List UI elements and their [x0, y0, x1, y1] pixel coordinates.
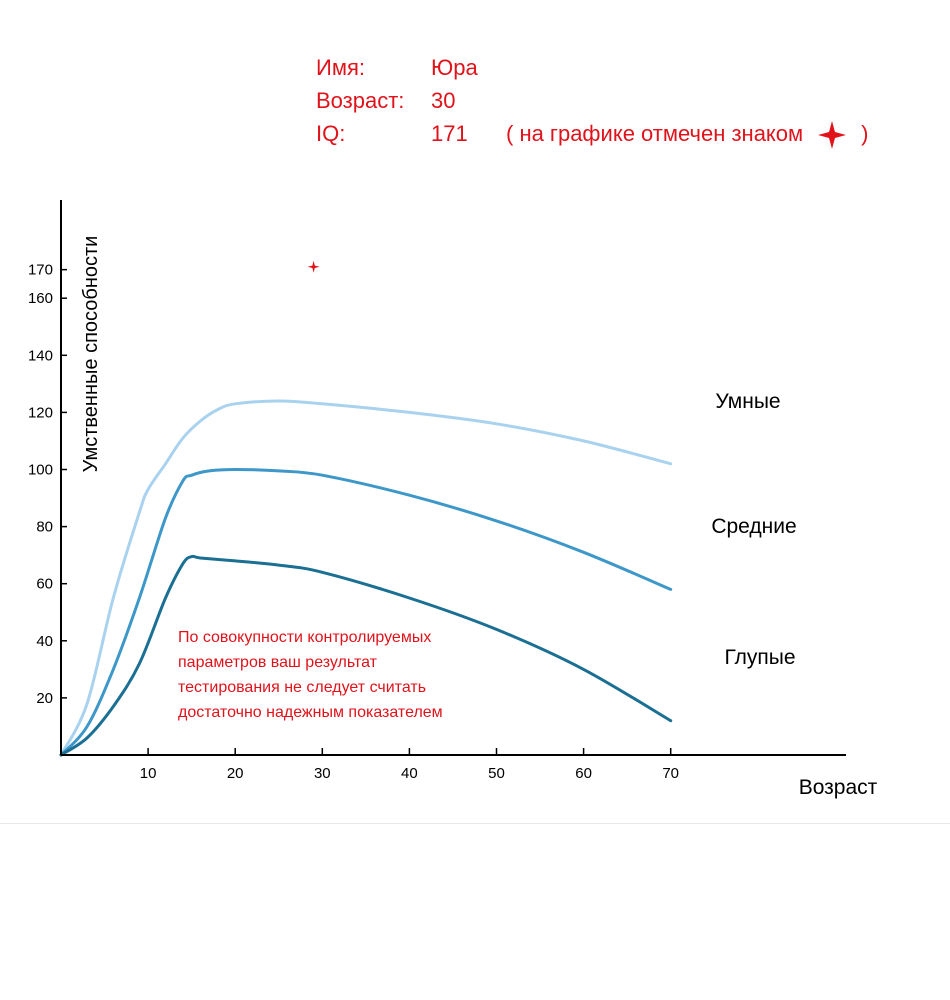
reliability-warning: По совокупности контролируемых параметро…	[178, 629, 443, 721]
y-tick-label: 170	[28, 262, 53, 279]
axes-layer	[60, 200, 846, 756]
iq-value: 171	[431, 121, 468, 146]
y-tick-label: 80	[36, 519, 53, 536]
series-label-smart: Умные	[715, 390, 780, 413]
divider	[0, 823, 950, 824]
x-axis-label: Возраст	[799, 776, 878, 799]
series-label-average: Средние	[711, 515, 796, 538]
warning-line-2: параметров ваш результат	[178, 654, 378, 671]
marker-note: ( на графике отмечен знаком)	[506, 120, 869, 150]
ticks-layer: 10 20 30 40 50 60 70 20 40 60 80 100 120 140 160 170	[28, 262, 679, 782]
star-marker-icon	[818, 121, 847, 149]
y-tick-label: 40	[36, 633, 53, 650]
iq-age-chart: 10 20 30 40 50 60 70 20 40 60 80 100 120 140 160 170 Во…	[28, 200, 878, 799]
y-tick-label: 160	[28, 290, 53, 307]
marker-note-prefix: ( на графике отмечен знаком	[506, 120, 804, 146]
y-tick-label: 100	[28, 462, 53, 479]
iq-marker-star	[307, 260, 320, 273]
y-axis-label: Умственные способности	[80, 236, 102, 473]
x-tick-label: 60	[575, 765, 592, 782]
x-tick-label: 70	[662, 765, 679, 782]
y-tick-label: 60	[36, 576, 53, 593]
series-labels: Умные Средние Глупые	[711, 390, 796, 669]
marker-layer	[307, 260, 320, 273]
name-label: Имя:	[316, 55, 365, 80]
y-tick-label: 120	[28, 404, 53, 421]
y-tick-label: 20	[36, 690, 53, 707]
series-line-dumb	[59, 554, 673, 757]
x-tick-label: 20	[227, 765, 244, 782]
x-tick-label: 50	[488, 765, 505, 782]
age-label: Возраст:	[316, 88, 405, 113]
series-label-dumb: Глупые	[724, 646, 795, 669]
y-tick-label: 140	[28, 347, 53, 364]
warning-line-1: По совокупности контролируемых	[178, 629, 431, 646]
warning-line-4: достаточно надежным показателем	[178, 704, 443, 721]
x-tick-label: 10	[140, 765, 157, 782]
name-value: Юра	[431, 55, 478, 80]
series-line-smart	[59, 399, 673, 757]
series-layer	[59, 399, 673, 757]
x-tick-label: 30	[314, 765, 331, 782]
warning-line-3: тестирования не следует считать	[178, 679, 426, 696]
x-tick-label: 40	[401, 765, 418, 782]
series-line-average	[59, 467, 673, 757]
person-info: Имя: Юра Возраст: 30 IQ: 171 ( на график…	[0, 0, 950, 160]
iq-label: IQ:	[316, 121, 346, 146]
age-value: 30	[431, 88, 456, 113]
marker-note-suffix: )	[861, 120, 869, 146]
